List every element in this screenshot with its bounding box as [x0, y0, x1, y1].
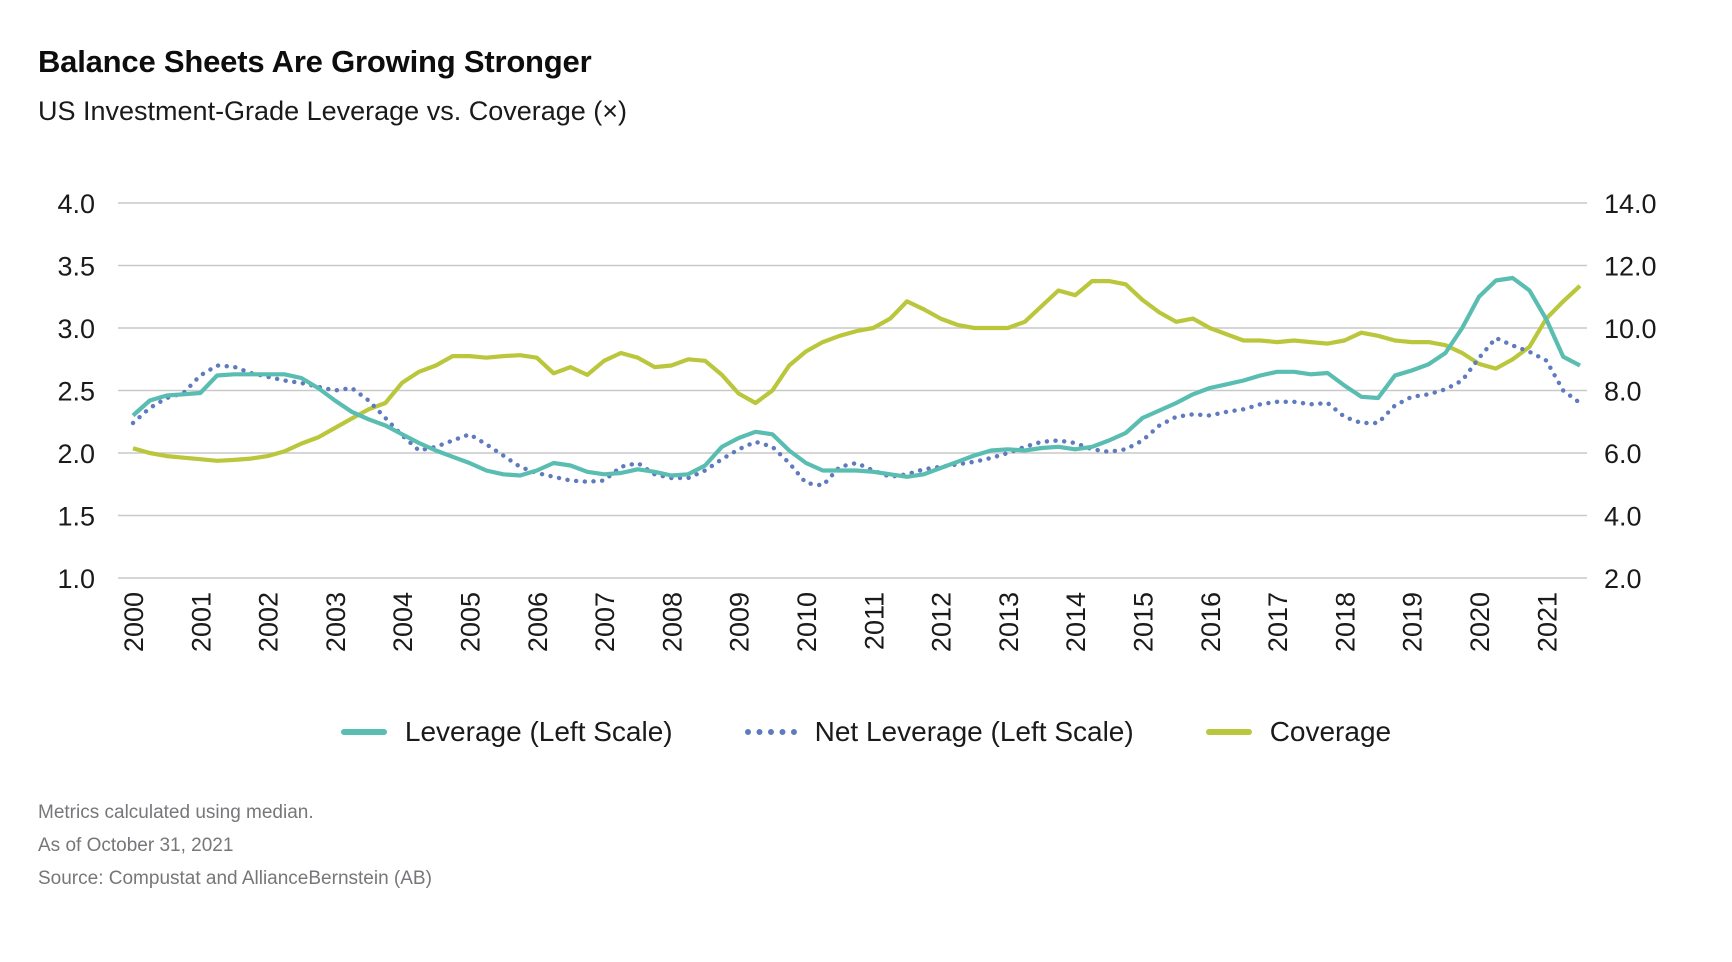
coverage-swatch-icon	[1205, 729, 1252, 735]
x-axis-label: 2014	[1061, 592, 1091, 652]
y-axis-label-left: 3.0	[57, 314, 95, 344]
x-axis-label: 2009	[725, 592, 755, 652]
x-axis-label: 2021	[1532, 592, 1562, 652]
x-axis-label: 2019	[1398, 592, 1428, 652]
y-axis-label-right: 4.0	[1604, 502, 1642, 532]
y-axis-label-left: 4.0	[57, 189, 95, 219]
x-axis-label: 2016	[1196, 592, 1226, 652]
y-axis-label-left: 3.5	[57, 252, 95, 282]
net-leverage-swatch-icon	[744, 729, 797, 735]
x-axis-label: 2000	[119, 592, 149, 652]
y-axis-label-left: 1.0	[57, 564, 95, 594]
legend-label-coverage: Coverage	[1269, 716, 1392, 747]
legend-item-leverage: Leverage (Left Scale)	[340, 716, 673, 748]
legend-label-leverage: Leverage (Left Scale)	[404, 716, 673, 747]
x-axis-label: 2008	[657, 592, 687, 652]
x-axis-label: 2012	[927, 592, 957, 652]
x-axis-label: 2004	[388, 592, 418, 652]
legend-item-coverage: Coverage	[1205, 716, 1392, 748]
chart-legend: Leverage (Left Scale) Net Leverage (Left…	[0, 716, 1732, 748]
x-axis-label: 2015	[1129, 592, 1159, 652]
x-axis-label: 2003	[321, 592, 351, 652]
chart-footnotes: Metrics calculated using median. As of O…	[38, 796, 432, 895]
y-axis-label-left: 1.5	[57, 502, 95, 532]
x-axis-label: 2006	[523, 592, 553, 652]
x-axis-label: 2001	[186, 592, 216, 652]
y-axis-label-right: 2.0	[1604, 564, 1642, 594]
leverage-swatch-icon	[340, 729, 387, 735]
y-axis-label-right: 12.0	[1604, 252, 1657, 282]
y-axis-label-left: 2.5	[57, 377, 95, 407]
legend-item-net-leverage: Net Leverage (Left Scale)	[744, 716, 1134, 748]
legend-label-net-leverage: Net Leverage (Left Scale)	[814, 716, 1134, 747]
coverage-line	[132, 279, 1582, 463]
y-axis-label-right: 6.0	[1604, 439, 1642, 469]
leverage-line	[131, 275, 1581, 479]
footnote-methodology: Metrics calculated using median.	[38, 802, 314, 823]
x-axis-label: 2020	[1465, 592, 1495, 652]
footnote-as-of-date: As of October 31, 2021	[38, 835, 234, 856]
x-axis-label: 2005	[456, 592, 486, 652]
y-axis-label-right: 10.0	[1604, 314, 1657, 344]
x-axis-label: 2017	[1263, 592, 1293, 652]
x-axis-label: 2002	[254, 592, 284, 652]
x-axis-label: 2018	[1330, 592, 1360, 652]
x-axis-label: 2007	[590, 592, 620, 652]
net-leverage-line	[130, 335, 1583, 488]
y-axis-label-right: 14.0	[1604, 189, 1657, 219]
y-axis-label-right: 8.0	[1604, 377, 1642, 407]
x-axis-label: 2011	[859, 592, 889, 650]
footnote-source: Source: Compustat and AllianceBernstein …	[38, 868, 432, 889]
chart-title: Balance Sheets Are Growing Stronger	[38, 44, 592, 79]
x-axis-label: 2010	[792, 592, 822, 652]
y-axis-label-left: 2.0	[57, 439, 95, 469]
x-axis-label: 2013	[994, 592, 1024, 652]
chart-subtitle: US Investment-Grade Leverage vs. Coverag…	[38, 96, 628, 126]
